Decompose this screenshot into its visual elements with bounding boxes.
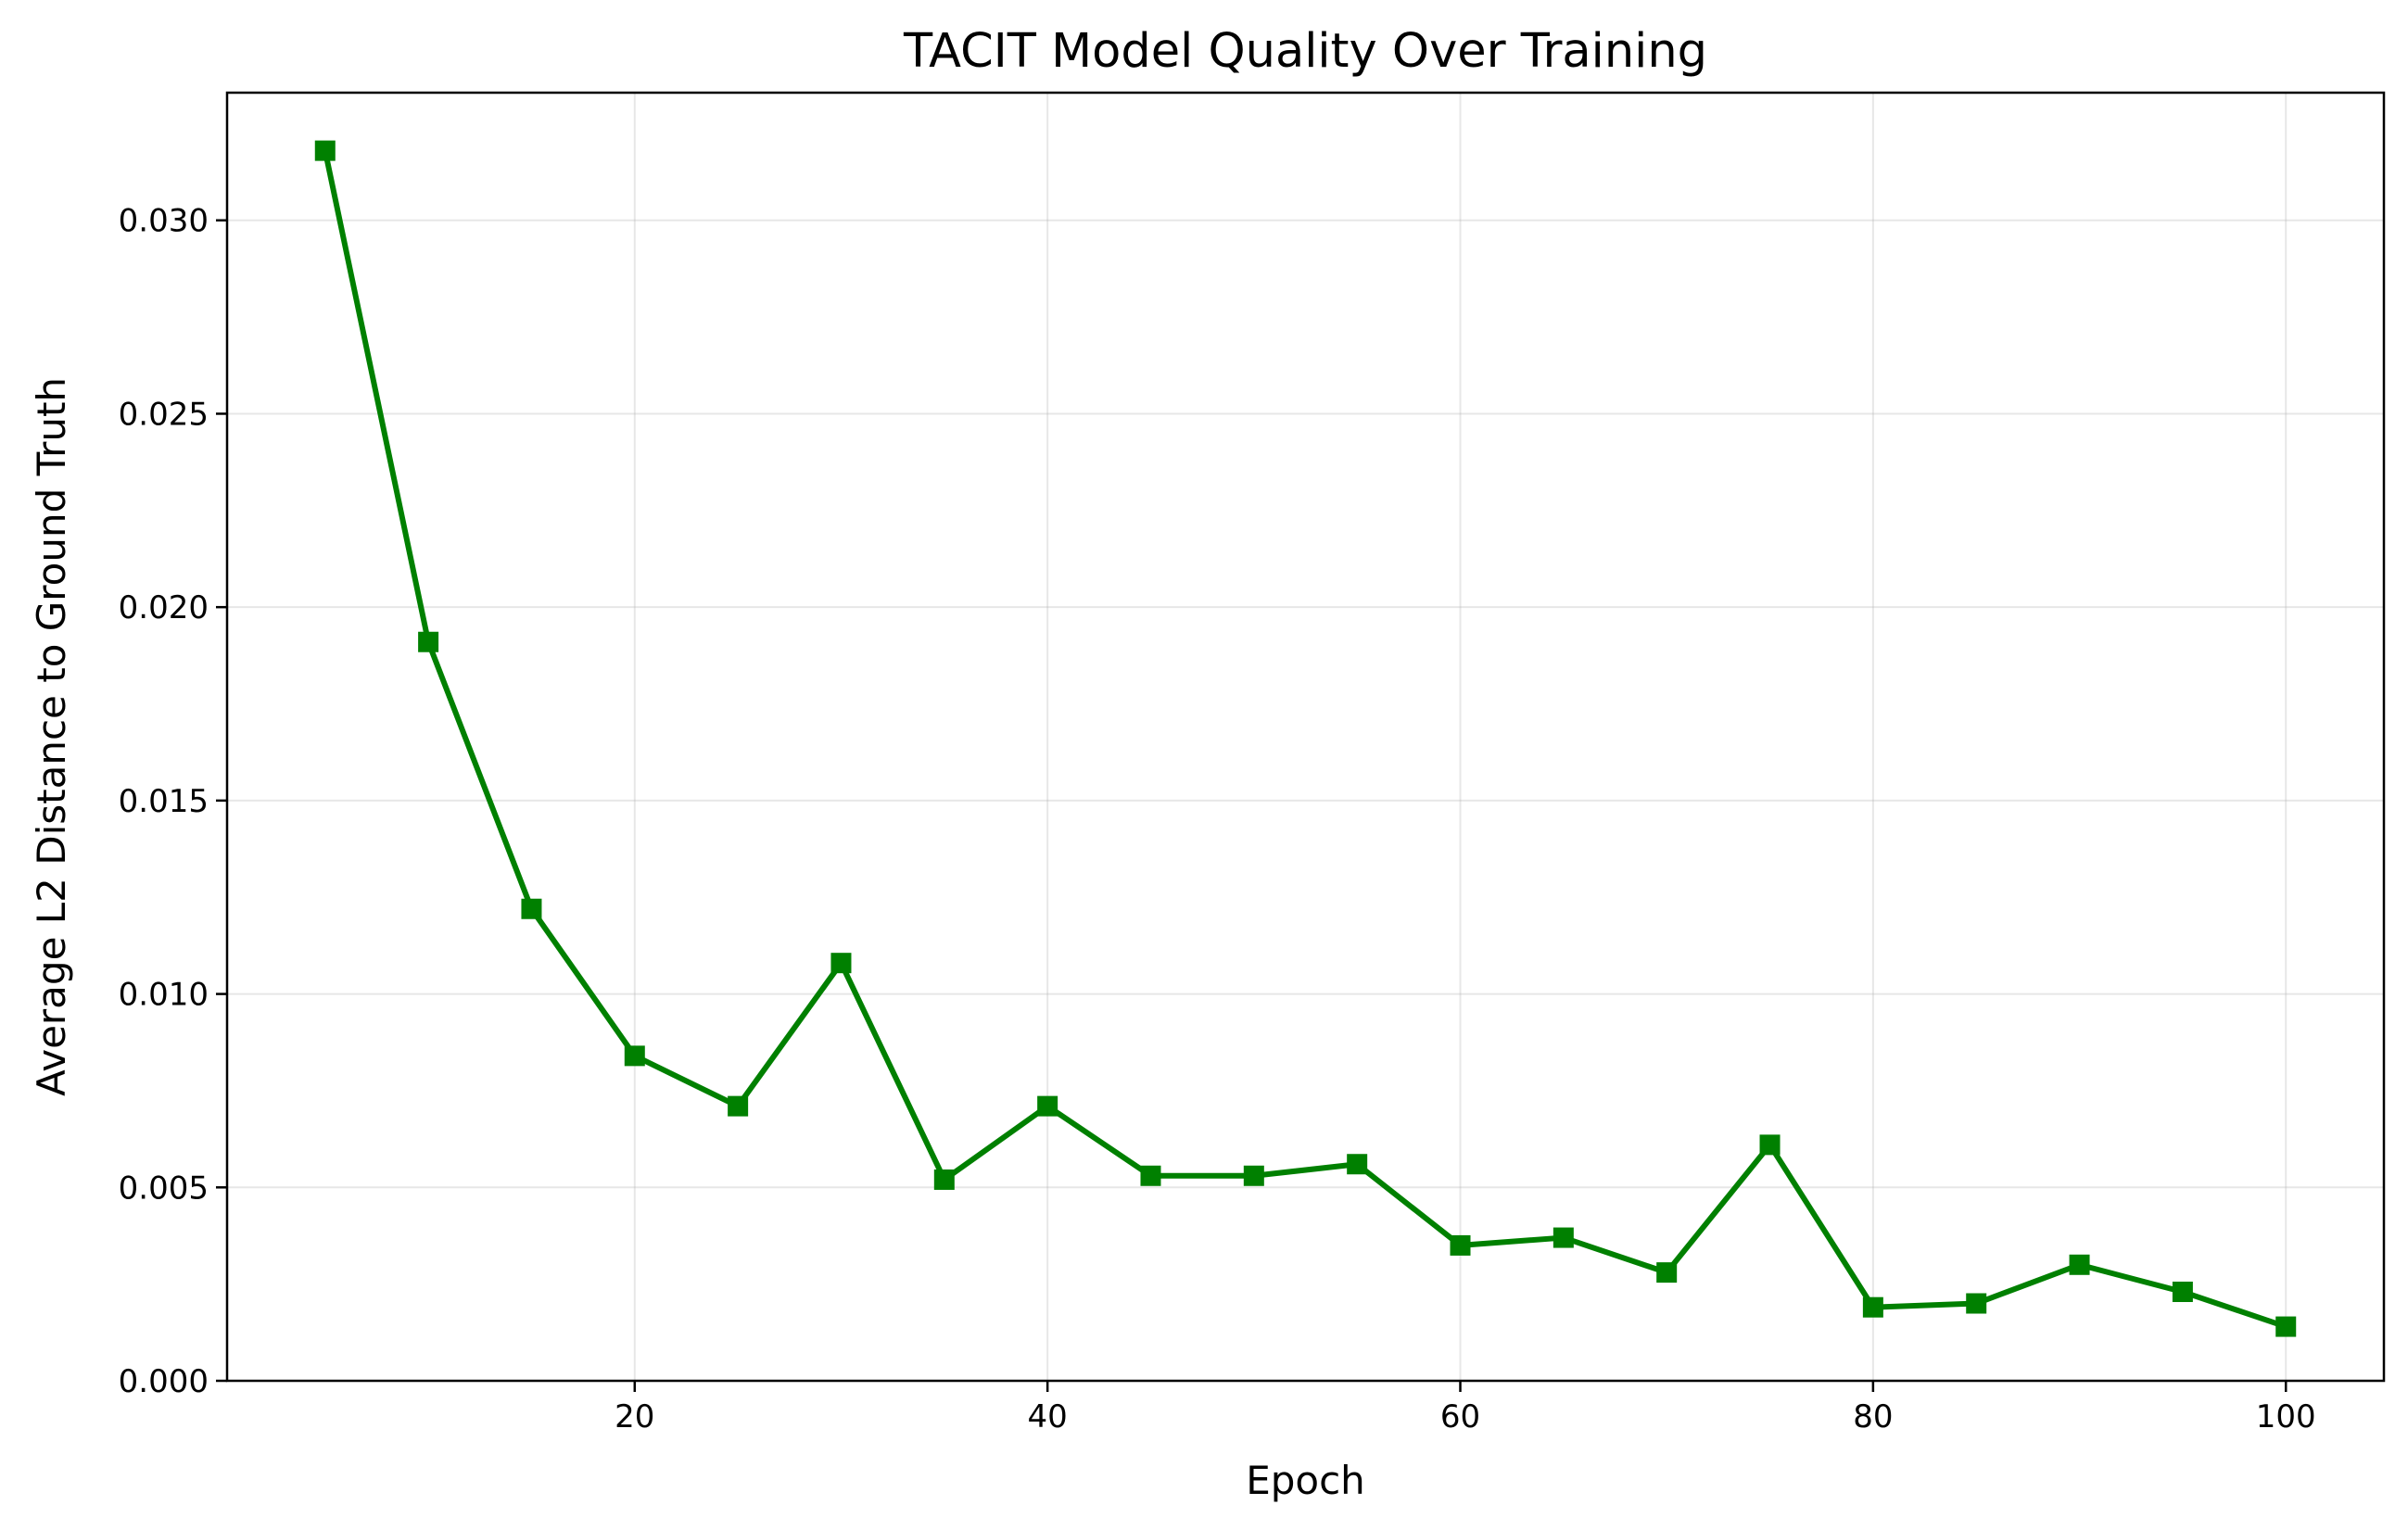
x-tick-label: 100 bbox=[2256, 1398, 2316, 1435]
data-point-marker bbox=[1553, 1227, 1574, 1248]
y-tick-label: 0.010 bbox=[119, 977, 209, 1014]
y-tick-label: 0.025 bbox=[119, 396, 209, 433]
data-point-marker bbox=[1140, 1165, 1161, 1186]
x-axis-ticks: 20 40 60 80 100 bbox=[615, 1381, 2316, 1435]
series-line bbox=[322, 149, 2288, 1330]
x-tick-label: 60 bbox=[1440, 1398, 1480, 1435]
y-tick-label: 0.020 bbox=[119, 589, 209, 626]
data-point-marker bbox=[728, 1095, 749, 1117]
plot-frame bbox=[225, 91, 2386, 1383]
y-tick-label: 0.015 bbox=[119, 783, 209, 820]
data-point-marker bbox=[1450, 1234, 1471, 1256]
x-axis-label: Epoch bbox=[1246, 1458, 1365, 1503]
y-tick-label: 0.030 bbox=[119, 203, 209, 240]
y-tick-label: 0.000 bbox=[119, 1363, 209, 1400]
data-point-marker bbox=[2275, 1316, 2297, 1337]
data-point-marker bbox=[1347, 1154, 1368, 1175]
data-point-marker bbox=[1037, 1095, 1058, 1117]
y-axis-ticks: 0.000 0.005 0.010 0.015 0.020 0.025 0.030 bbox=[119, 203, 227, 1400]
data-point-marker bbox=[933, 1169, 955, 1190]
data-point-marker bbox=[2069, 1254, 2090, 1275]
data-point-marker bbox=[1243, 1165, 1264, 1186]
chart-title: TACIT Model Quality Over Training bbox=[903, 24, 1707, 79]
data-point-marker bbox=[418, 631, 439, 652]
data-point-marker bbox=[314, 140, 336, 161]
y-axis-label: Average L2 Distance to Ground Truth bbox=[29, 377, 74, 1096]
x-tick-label: 20 bbox=[615, 1398, 654, 1435]
x-tick-label: 80 bbox=[1853, 1398, 1893, 1435]
series-layer bbox=[314, 140, 2297, 1337]
data-point-marker bbox=[624, 1045, 645, 1067]
data-point-marker bbox=[830, 953, 852, 974]
data-point-marker bbox=[1656, 1262, 1678, 1283]
data-point-marker bbox=[1759, 1134, 1781, 1156]
data-point-marker bbox=[1966, 1293, 1987, 1314]
data-point-marker bbox=[1862, 1296, 1883, 1318]
x-tick-label: 40 bbox=[1028, 1398, 1068, 1435]
data-point-marker bbox=[2172, 1281, 2193, 1302]
y-tick-label: 0.005 bbox=[119, 1170, 209, 1207]
data-point-marker bbox=[521, 898, 542, 919]
